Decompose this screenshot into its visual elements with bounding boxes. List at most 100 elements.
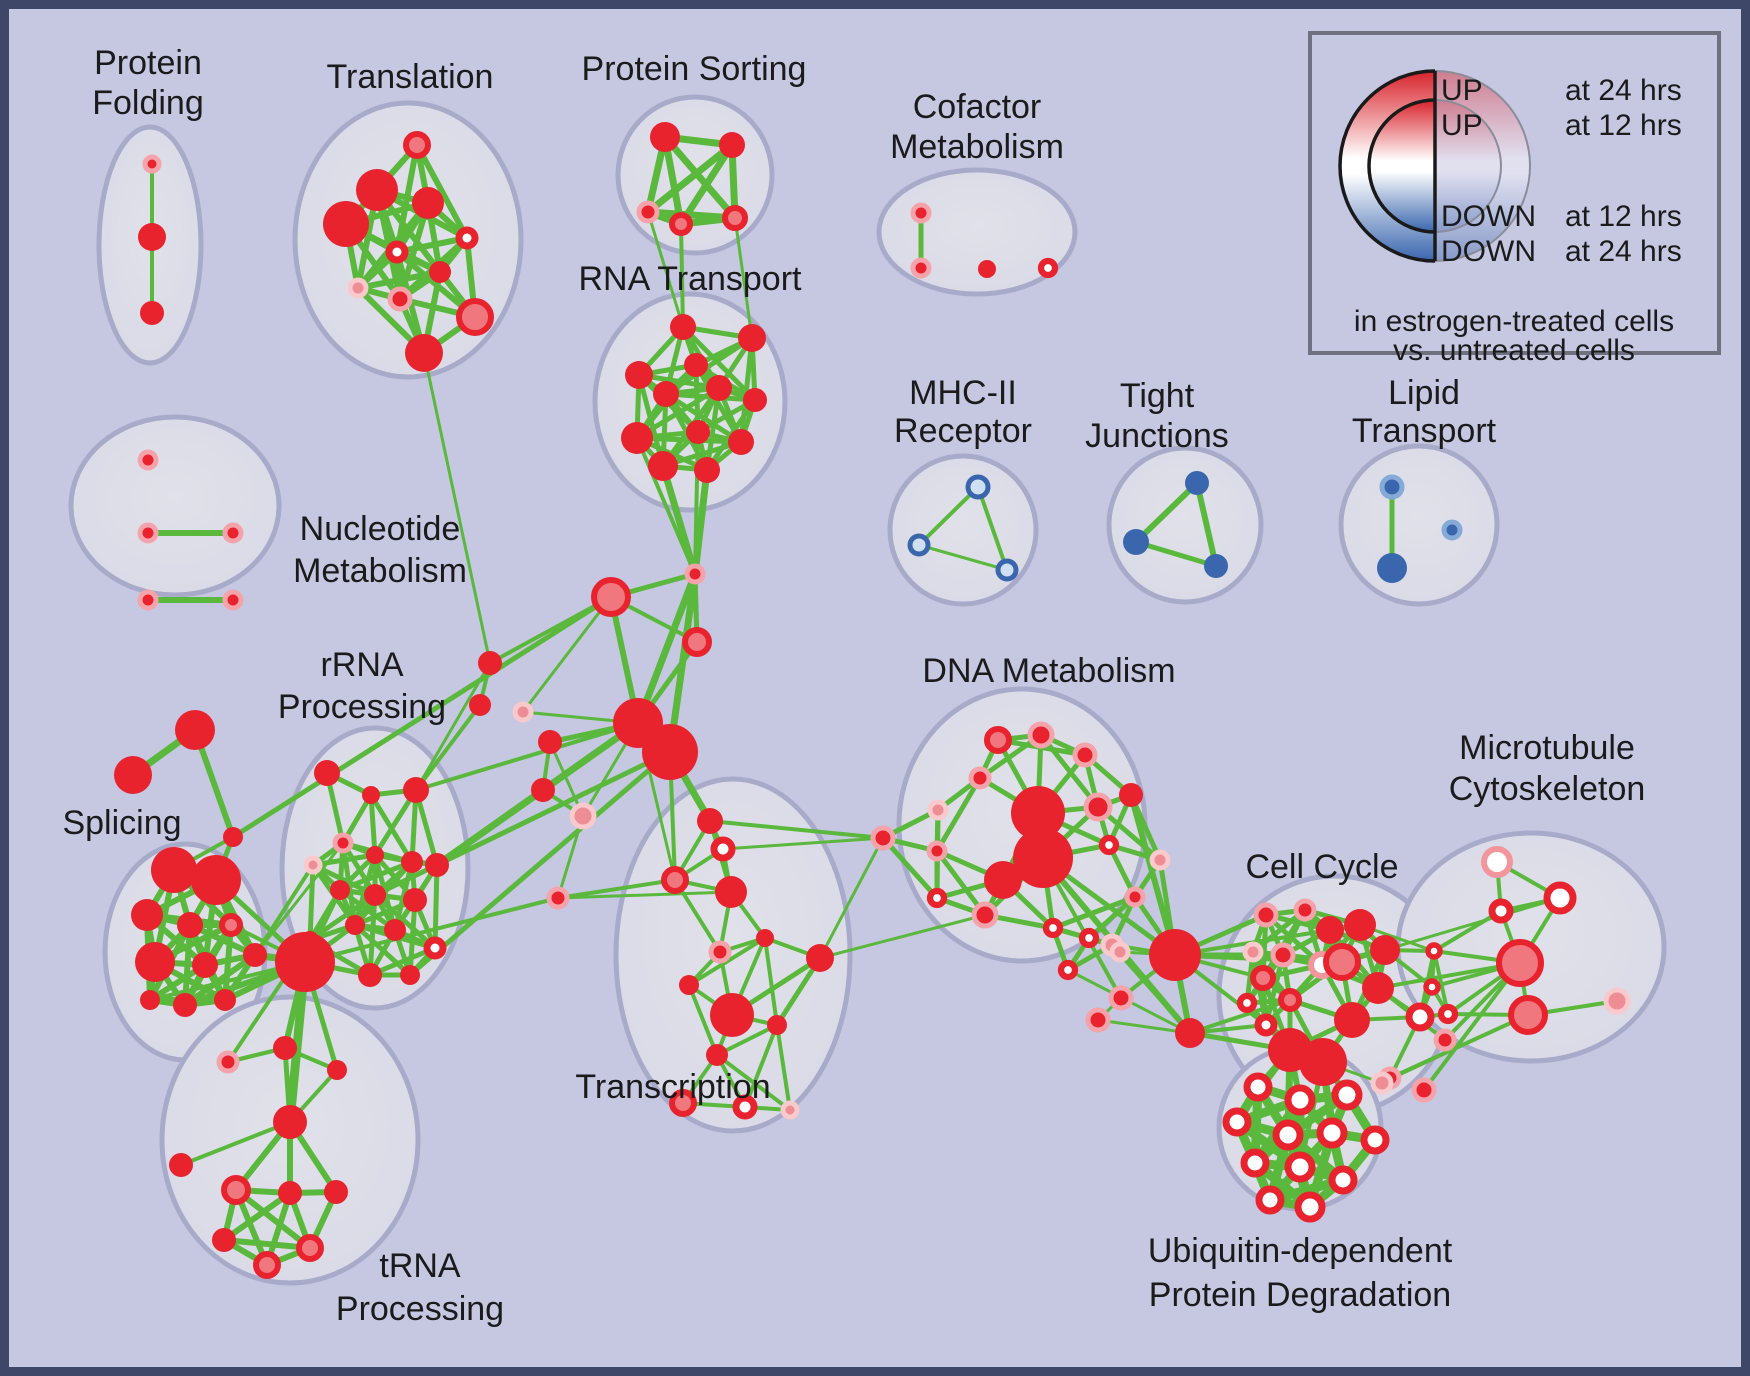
network-edge (1422, 961, 1522, 1092)
gene-node (971, 901, 999, 929)
gene-node (403, 131, 431, 159)
gene-node (429, 261, 451, 283)
network-edge (372, 892, 438, 951)
gene-node (362, 786, 380, 804)
network-edge (230, 594, 614, 840)
gene-node (1294, 1191, 1326, 1223)
gene-node (531, 778, 555, 802)
gene-node (732, 1094, 758, 1120)
gene-node (212, 1228, 236, 1252)
cluster-label: RNA Transport (579, 260, 803, 298)
gene-node (1098, 834, 1120, 856)
legend-box (1308, 31, 1721, 355)
cluster-label: Microtubule (1459, 729, 1635, 767)
network-edge (521, 595, 613, 714)
gene-node (1328, 1165, 1358, 1195)
cluster-ellipse-lipid-transport (1338, 443, 1500, 607)
gene-node (1379, 474, 1405, 500)
cluster-ellipse-tight-junctions (1106, 445, 1264, 605)
network-edge (1383, 896, 1562, 952)
gene-node (364, 884, 386, 906)
gene-node (926, 887, 948, 909)
gene-node (756, 929, 774, 947)
gene-node (1496, 939, 1544, 987)
gene-node (591, 577, 631, 617)
gene-node (1255, 1185, 1285, 1215)
network-edge (1133, 539, 1219, 569)
gene-node (1243, 1072, 1273, 1102)
gene-node (138, 223, 166, 251)
network-edge (1188, 998, 1292, 1035)
gene-node (679, 975, 699, 995)
gene-node (1124, 886, 1146, 908)
network-edge (634, 570, 699, 727)
network-edge (687, 983, 719, 1057)
cluster-label: Tight (1120, 377, 1195, 415)
legend-row-time: at 24 hrs (1565, 235, 1682, 268)
network-edge (548, 740, 585, 818)
gene-node (995, 558, 1019, 582)
gene-node (621, 422, 653, 454)
network-edge (733, 216, 754, 340)
gene-node (653, 381, 679, 407)
network-edge (1194, 480, 1219, 569)
gene-node (1293, 898, 1317, 922)
gene-node (253, 1251, 281, 1279)
gene-node (330, 880, 350, 900)
gene-node (661, 866, 689, 894)
gene-node (425, 853, 449, 877)
network-edge (976, 485, 1009, 572)
gene-node (456, 298, 494, 336)
cluster-label: Receptor (894, 412, 1032, 450)
cluster-label: Transcription (575, 1068, 770, 1106)
gene-node (669, 212, 693, 236)
network-edge (661, 133, 739, 222)
network-edge (917, 543, 1009, 572)
gene-node (706, 1044, 728, 1066)
cluster-label: Ubiquitin-dependent (1148, 1232, 1453, 1270)
legend-row-direction: UP (1441, 74, 1483, 107)
gene-node (965, 474, 991, 500)
network-edge (880, 835, 940, 901)
network-edge (221, 1190, 293, 1243)
gene-node (387, 286, 413, 312)
gene-node (780, 1100, 800, 1120)
network-edge (677, 141, 736, 228)
gene-node (697, 808, 723, 834)
gene-node (670, 314, 696, 340)
gene-node (625, 361, 653, 389)
gene-node (401, 851, 423, 873)
gene-node (327, 1060, 347, 1080)
gene-node (1185, 471, 1209, 495)
gene-node (1411, 1077, 1437, 1103)
network-edge (738, 335, 755, 445)
network-edge (355, 269, 443, 291)
network-edge (556, 814, 585, 900)
gene-node (927, 799, 949, 821)
gene-node (1272, 1119, 1304, 1151)
gene-node (1481, 846, 1513, 878)
gene-node (1316, 916, 1344, 944)
gene-node (177, 912, 203, 938)
legend-note: vs. untreated cells (1393, 334, 1635, 367)
gene-node (137, 522, 159, 544)
gene-node (385, 240, 409, 264)
network-edge (715, 1053, 792, 1112)
gene-node (1175, 1018, 1205, 1048)
network-edge (407, 749, 673, 978)
cluster-label: Translation (327, 58, 494, 96)
legend-row-direction: DOWN (1441, 200, 1536, 233)
network-edge (352, 852, 378, 928)
network-edge (687, 936, 767, 987)
gene-node (984, 726, 1012, 754)
gene-node (870, 825, 896, 851)
gene-node (323, 201, 369, 247)
network-edge (422, 351, 492, 665)
gene-node (1323, 943, 1361, 981)
gene-node (738, 324, 766, 352)
gene-node (806, 944, 834, 972)
cluster-label: DNA Metabolism (922, 652, 1175, 690)
network-edge (644, 141, 736, 216)
